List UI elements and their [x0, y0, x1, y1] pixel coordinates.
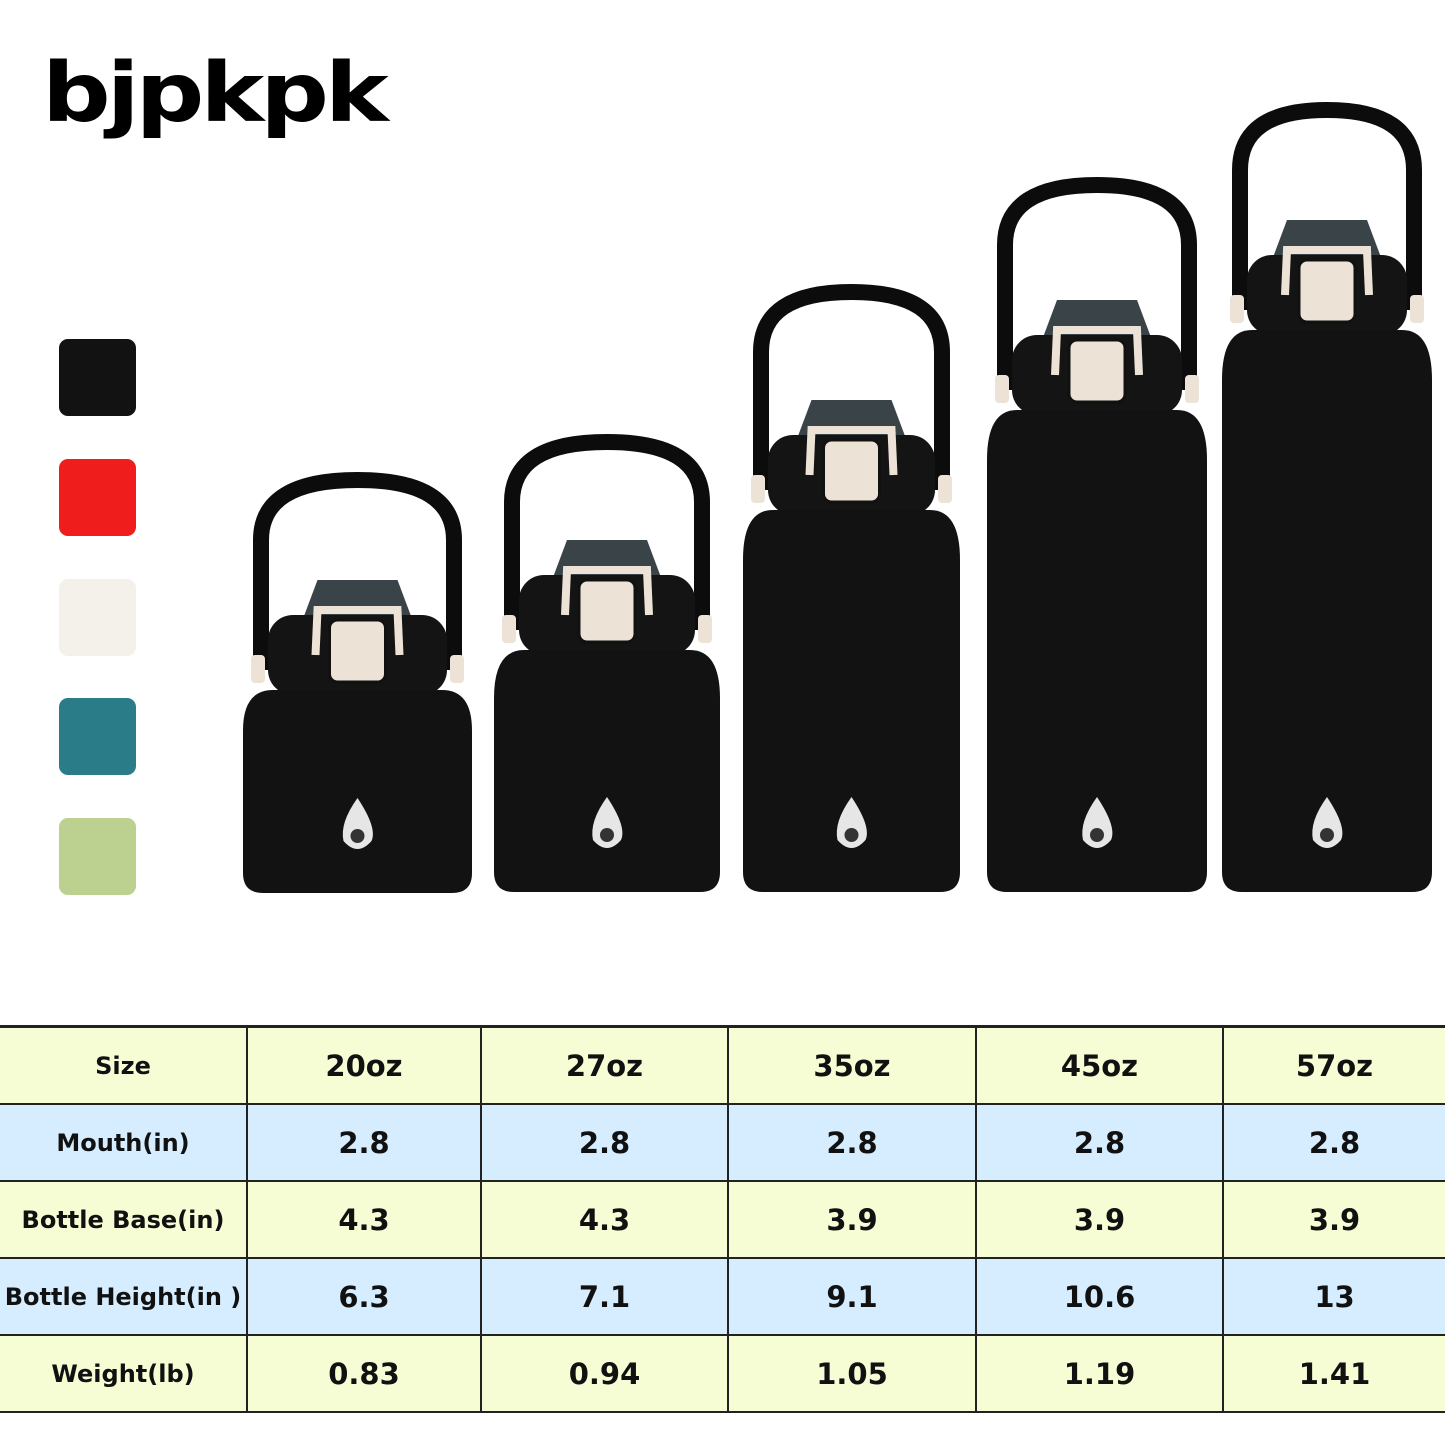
- table-header-row: Size 20oz 27oz 35oz 45oz 57oz: [0, 1025, 1445, 1105]
- table-cell: 1.05: [727, 1334, 977, 1413]
- table-cell: 3.9: [727, 1180, 977, 1259]
- lid-button: [577, 578, 637, 644]
- table-cell: 2.8: [727, 1103, 977, 1182]
- table-row: Bottle Base(in) 4.3 4.3 3.9 3.9 3.9: [0, 1180, 1445, 1259]
- color-swatch-teal[interactable]: [59, 698, 136, 775]
- bottle-handle: [753, 284, 950, 490]
- size-spec-table: Size 20oz 27oz 35oz 45oz 57oz Mouth(in) 2.8 2.8 2…: [0, 1025, 1445, 1413]
- row-label: Mouth(in): [0, 1103, 248, 1182]
- bottle-body: [1222, 330, 1432, 892]
- drop-logo-icon: [1082, 797, 1113, 848]
- bottle-handle: [253, 472, 462, 670]
- table-cell: 7.1: [480, 1257, 729, 1336]
- row-label: Weight(lb): [0, 1334, 248, 1413]
- table-cell: 2.8: [1222, 1103, 1445, 1182]
- drop-logo-center: [350, 829, 365, 843]
- bottle-body: [243, 690, 472, 893]
- handle-pivot: [938, 475, 952, 503]
- table-cell: 4.3: [246, 1180, 482, 1259]
- color-swatch-green[interactable]: [59, 818, 136, 895]
- handle-pivot: [251, 655, 265, 683]
- size-header: 27oz: [480, 1025, 729, 1105]
- lid-button: [1067, 338, 1127, 404]
- size-header: 57oz: [1222, 1025, 1445, 1105]
- brand-logo: bjpkpk: [42, 45, 389, 141]
- lid-latch: [1281, 246, 1373, 296]
- table-cell: 0.83: [246, 1334, 482, 1413]
- handle-pivot: [698, 615, 712, 643]
- drop-logo-icon: [592, 797, 623, 848]
- table-cell: 3.9: [1222, 1180, 1445, 1259]
- drop-logo-center: [844, 828, 859, 842]
- table-row: Bottle Height(in ) 6.3 7.1 9.1 10.6 13: [0, 1257, 1445, 1336]
- row-label: Size: [0, 1025, 248, 1105]
- handle-pivot: [751, 475, 765, 503]
- lid-latch: [561, 566, 653, 616]
- handle-pivot: [1230, 295, 1244, 323]
- bottle-handle: [504, 434, 710, 630]
- drop-logo-icon: [836, 797, 867, 848]
- bottle-body: [494, 650, 720, 892]
- table-cell: 10.6: [975, 1257, 1224, 1336]
- color-swatch-cream[interactable]: [59, 579, 136, 656]
- bottle-body: [743, 510, 960, 892]
- table-row: Mouth(in) 2.8 2.8 2.8 2.8 2.8: [0, 1103, 1445, 1182]
- table-cell: 2.8: [975, 1103, 1224, 1182]
- handle-pivot: [450, 655, 464, 683]
- bottle-lineup-image: [243, 102, 1432, 893]
- table-cell: 1.41: [1222, 1334, 1445, 1413]
- handle-pivot: [1185, 375, 1199, 403]
- lid-latch: [1051, 326, 1143, 376]
- table-row: Weight(lb) 0.83 0.94 1.05 1.19 1.41: [0, 1334, 1445, 1413]
- table-cell: 3.9: [975, 1180, 1224, 1259]
- drop-logo-icon: [342, 798, 373, 849]
- bottle-handle: [997, 177, 1197, 390]
- table-cell: 9.1: [727, 1257, 977, 1336]
- row-label: Bottle Height(in ): [0, 1257, 248, 1336]
- lid-latch: [805, 426, 898, 476]
- color-swatch-red[interactable]: [59, 459, 136, 536]
- lid-button: [822, 438, 881, 504]
- color-swatch-black[interactable]: [59, 339, 136, 416]
- drop-logo-icon: [1312, 797, 1343, 848]
- table-cell: 2.8: [246, 1103, 482, 1182]
- lid-latch: [311, 606, 404, 656]
- drop-logo-center: [1090, 828, 1104, 842]
- lid-button: [328, 618, 387, 684]
- drop-logo-center: [600, 828, 614, 842]
- table-cell: 4.3: [480, 1180, 729, 1259]
- lid-button: [1297, 258, 1357, 324]
- size-header: 45oz: [975, 1025, 1224, 1105]
- table-cell: 0.94: [480, 1334, 729, 1413]
- size-header: 20oz: [246, 1025, 482, 1105]
- bottle-body: [987, 410, 1207, 892]
- bottle-handle: [1232, 102, 1422, 310]
- handle-pivot: [1410, 295, 1424, 323]
- size-header: 35oz: [727, 1025, 977, 1105]
- row-label: Bottle Base(in): [0, 1180, 248, 1259]
- table-cell: 6.3: [246, 1257, 482, 1336]
- handle-pivot: [502, 615, 516, 643]
- table-cell: 1.19: [975, 1334, 1224, 1413]
- table-cell: 13: [1222, 1257, 1445, 1336]
- drop-logo-center: [1320, 828, 1334, 842]
- handle-pivot: [995, 375, 1009, 403]
- table-cell: 2.8: [480, 1103, 729, 1182]
